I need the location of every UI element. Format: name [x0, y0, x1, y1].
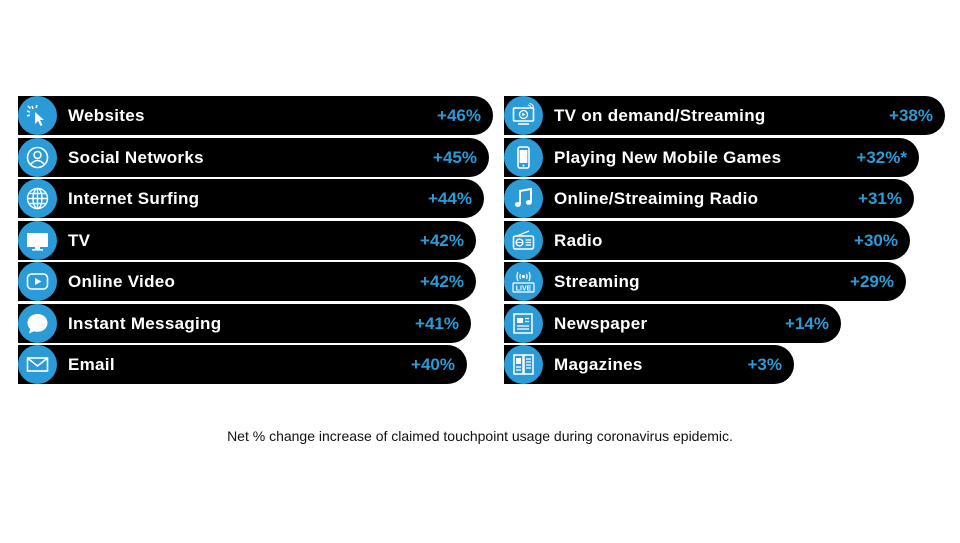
bar-label: Instant Messaging	[68, 313, 222, 333]
bar: +40%	[18, 345, 467, 384]
chart-caption: Net % change increase of claimed touchpo…	[227, 428, 733, 444]
bar-label: Newspaper	[554, 313, 648, 333]
bar: +30%	[504, 220, 910, 260]
tv-play-icon	[504, 96, 543, 135]
bar-value: +32%*	[856, 147, 907, 167]
user-profile-icon	[18, 137, 57, 177]
music-note-icon	[504, 179, 543, 218]
svg-text:LIVE: LIVE	[516, 286, 532, 293]
cursor-click-icon	[18, 96, 57, 135]
bar-label: Online Video	[68, 272, 176, 291]
bar-label: Radio	[554, 230, 603, 250]
tv-icon	[18, 220, 57, 260]
bar-label: Social Networks	[68, 147, 204, 167]
bar-value: +42%	[420, 230, 464, 250]
bar: +42%	[18, 262, 476, 301]
bar-value: +46%	[437, 106, 481, 125]
bar-value: +3%	[747, 355, 783, 374]
magazine-icon	[504, 345, 543, 384]
bar-label: Internet Surfing	[68, 189, 200, 208]
bar: +46%	[18, 96, 493, 135]
bar-label: Streaming	[554, 272, 640, 291]
bar-value: +45%	[433, 147, 477, 167]
bar-value: +31%	[858, 189, 902, 208]
globe-icon	[18, 179, 57, 218]
radio-icon	[504, 220, 543, 260]
bar-value: +44%	[428, 189, 472, 208]
bar-label: TV on demand/Streaming	[554, 106, 766, 125]
bar-label: Websites	[68, 106, 145, 125]
bar: +41%	[18, 303, 471, 343]
smartphone-icon	[504, 137, 543, 177]
bar: +14%	[504, 303, 841, 343]
bar: +44%	[18, 179, 484, 218]
bar-value: +38%	[889, 106, 933, 125]
bar: +42%	[18, 220, 476, 260]
video-play-icon	[18, 262, 57, 301]
chat-bubble-icon	[18, 303, 57, 343]
bar: +3%	[504, 345, 794, 384]
bar: +31%	[504, 179, 914, 218]
bar: +45%	[18, 137, 489, 177]
bar-label: Playing New Mobile Games	[554, 147, 782, 167]
newspaper-icon	[504, 303, 543, 343]
bar: +29%	[504, 262, 906, 301]
bar-label: Magazines	[554, 355, 643, 374]
bar-value: +42%	[420, 272, 464, 291]
bar-value: +14%	[785, 313, 829, 333]
bar-label: Email	[68, 355, 115, 374]
bar-label: Online/Streaiming Radio	[554, 189, 759, 208]
bar-value: +30%	[854, 230, 898, 250]
bar: +38%	[504, 96, 945, 135]
bar-label: TV	[68, 230, 91, 250]
bar-value: +29%	[850, 272, 894, 291]
envelope-icon	[18, 345, 57, 384]
bar: +32%*	[504, 137, 919, 177]
live-broadcast-icon: LIVE	[504, 262, 543, 301]
bar-value: +41%	[415, 313, 459, 333]
bar-value: +40%	[411, 355, 455, 374]
